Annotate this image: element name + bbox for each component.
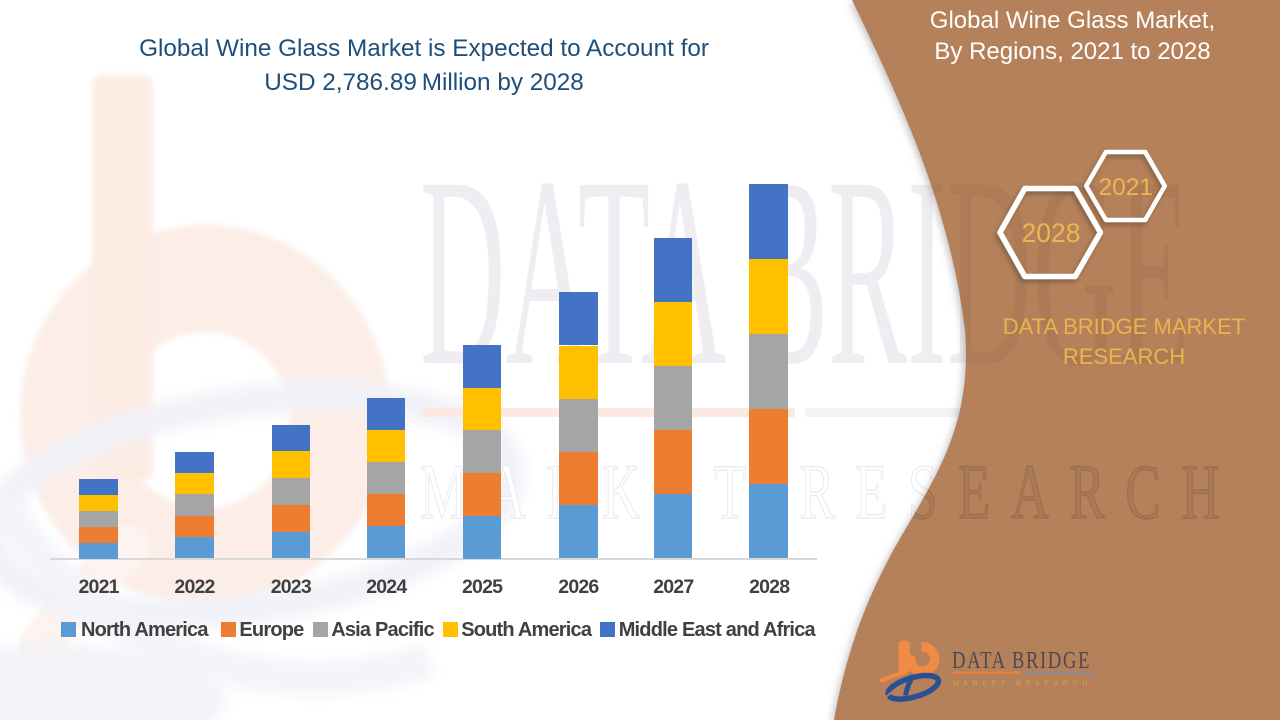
svg-text:DATA BRIDGE: DATA BRIDGE (952, 648, 1091, 674)
svg-text:MARKET RESEARCH: MARKET RESEARCH (953, 681, 1092, 688)
svg-text:2021: 2021 (1099, 174, 1154, 201)
svg-text:2028: 2028 (1022, 218, 1081, 248)
